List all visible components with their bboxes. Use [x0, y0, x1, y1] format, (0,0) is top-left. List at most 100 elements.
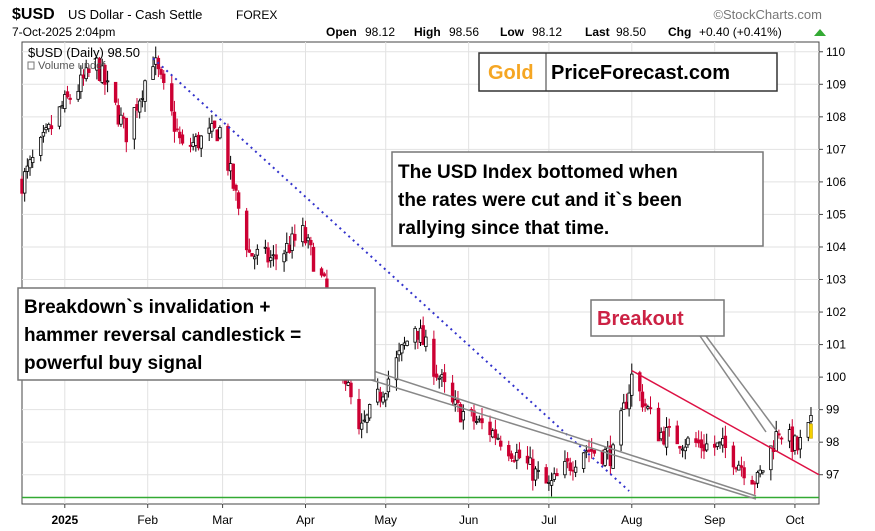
candle [119, 107, 123, 127]
candle-body [640, 391, 645, 408]
candle [365, 413, 369, 434]
last-label: Last [585, 25, 610, 39]
bottom-note-line-1: The USD Index bottomed when [398, 162, 678, 183]
candle [159, 66, 163, 80]
candle-body [790, 426, 794, 453]
candle-body [405, 340, 409, 346]
candle [236, 190, 241, 216]
candle-body [480, 418, 484, 424]
candle [434, 364, 439, 381]
open-value: 98.12 [365, 25, 395, 39]
candle-body [76, 90, 80, 100]
candle [367, 403, 372, 421]
signal-note-line-2: hammer reversal candlestick = [24, 325, 301, 346]
candle-body [63, 94, 67, 109]
candle-body [132, 107, 137, 140]
candle-body [47, 123, 51, 130]
candle-body [761, 470, 765, 473]
candle [105, 70, 110, 93]
candle-body [400, 344, 404, 354]
candle-body [255, 248, 260, 256]
candle-body [180, 134, 185, 144]
candle-body [319, 268, 324, 276]
candle-body [589, 448, 594, 452]
candle-body [49, 125, 54, 130]
candle [619, 407, 623, 451]
low-label: Low [500, 25, 525, 39]
candle-body [376, 388, 380, 403]
high-label: High [414, 25, 441, 39]
price-axis: 97 98 99 100 101 102 103 104 105 106 107 108 109 110 [819, 45, 846, 482]
candle [255, 244, 260, 265]
bottom-note-line-2: the rates were cut and it`s been [398, 190, 682, 211]
open-label: Open [326, 25, 357, 39]
candle [742, 461, 746, 486]
candle-body [79, 74, 83, 93]
candle [421, 316, 425, 346]
candle [611, 442, 615, 469]
candle-body [656, 407, 661, 442]
candle-body [212, 120, 217, 128]
candle-body [362, 419, 367, 422]
candle-body [499, 440, 503, 447]
candle-body [675, 425, 679, 445]
volume-label: Volume undef [38, 60, 106, 72]
candle-body [461, 411, 465, 421]
candle-body [365, 414, 369, 423]
bottom-note-line-3: rallying since that time. [398, 218, 609, 239]
candle-body [753, 482, 757, 485]
candle [517, 442, 522, 460]
y-tick-label: 100 [826, 370, 846, 384]
candle [49, 114, 54, 136]
candle [218, 125, 222, 140]
y-tick-label: 101 [826, 338, 846, 352]
candle [132, 107, 137, 150]
candle [68, 94, 72, 105]
candle-body [210, 123, 214, 132]
y-tick-label: 99 [826, 403, 840, 417]
candle [250, 253, 254, 257]
candle [488, 415, 492, 442]
candle [306, 234, 310, 249]
candle [87, 64, 91, 78]
candle-body [44, 127, 48, 131]
candle-body [306, 237, 310, 242]
candle [686, 436, 690, 448]
candle-body [769, 445, 773, 471]
candle [627, 384, 631, 417]
candle [552, 467, 556, 482]
candle [143, 79, 147, 112]
candle-body [584, 450, 589, 453]
candle-body [731, 445, 736, 468]
candle-body [228, 163, 233, 172]
candle-body [571, 469, 575, 472]
x-tick-label: Apr [296, 513, 315, 527]
candle [20, 175, 24, 196]
candle [170, 75, 174, 116]
candle-body [573, 466, 578, 473]
x-tick-label: Jul [541, 513, 556, 527]
candle-body [699, 439, 704, 449]
candle [293, 224, 297, 247]
candle-body [474, 421, 479, 423]
candle-body [60, 105, 64, 108]
candle [124, 117, 129, 153]
candle [761, 470, 765, 475]
candle [640, 384, 645, 412]
candle [269, 250, 273, 268]
candle-body [525, 455, 530, 464]
candle [199, 135, 203, 158]
candle-body [587, 449, 591, 452]
candle-body [424, 336, 428, 348]
high-value: 98.56 [449, 25, 479, 39]
low-value: 98.12 [532, 25, 562, 39]
candle [555, 468, 559, 477]
candle [231, 163, 235, 192]
candle-body [87, 68, 91, 73]
candle [603, 446, 607, 467]
candle-body [683, 446, 687, 452]
candle-body [116, 105, 120, 125]
candle [507, 440, 511, 462]
candle-body [515, 452, 519, 461]
candle [496, 433, 500, 441]
